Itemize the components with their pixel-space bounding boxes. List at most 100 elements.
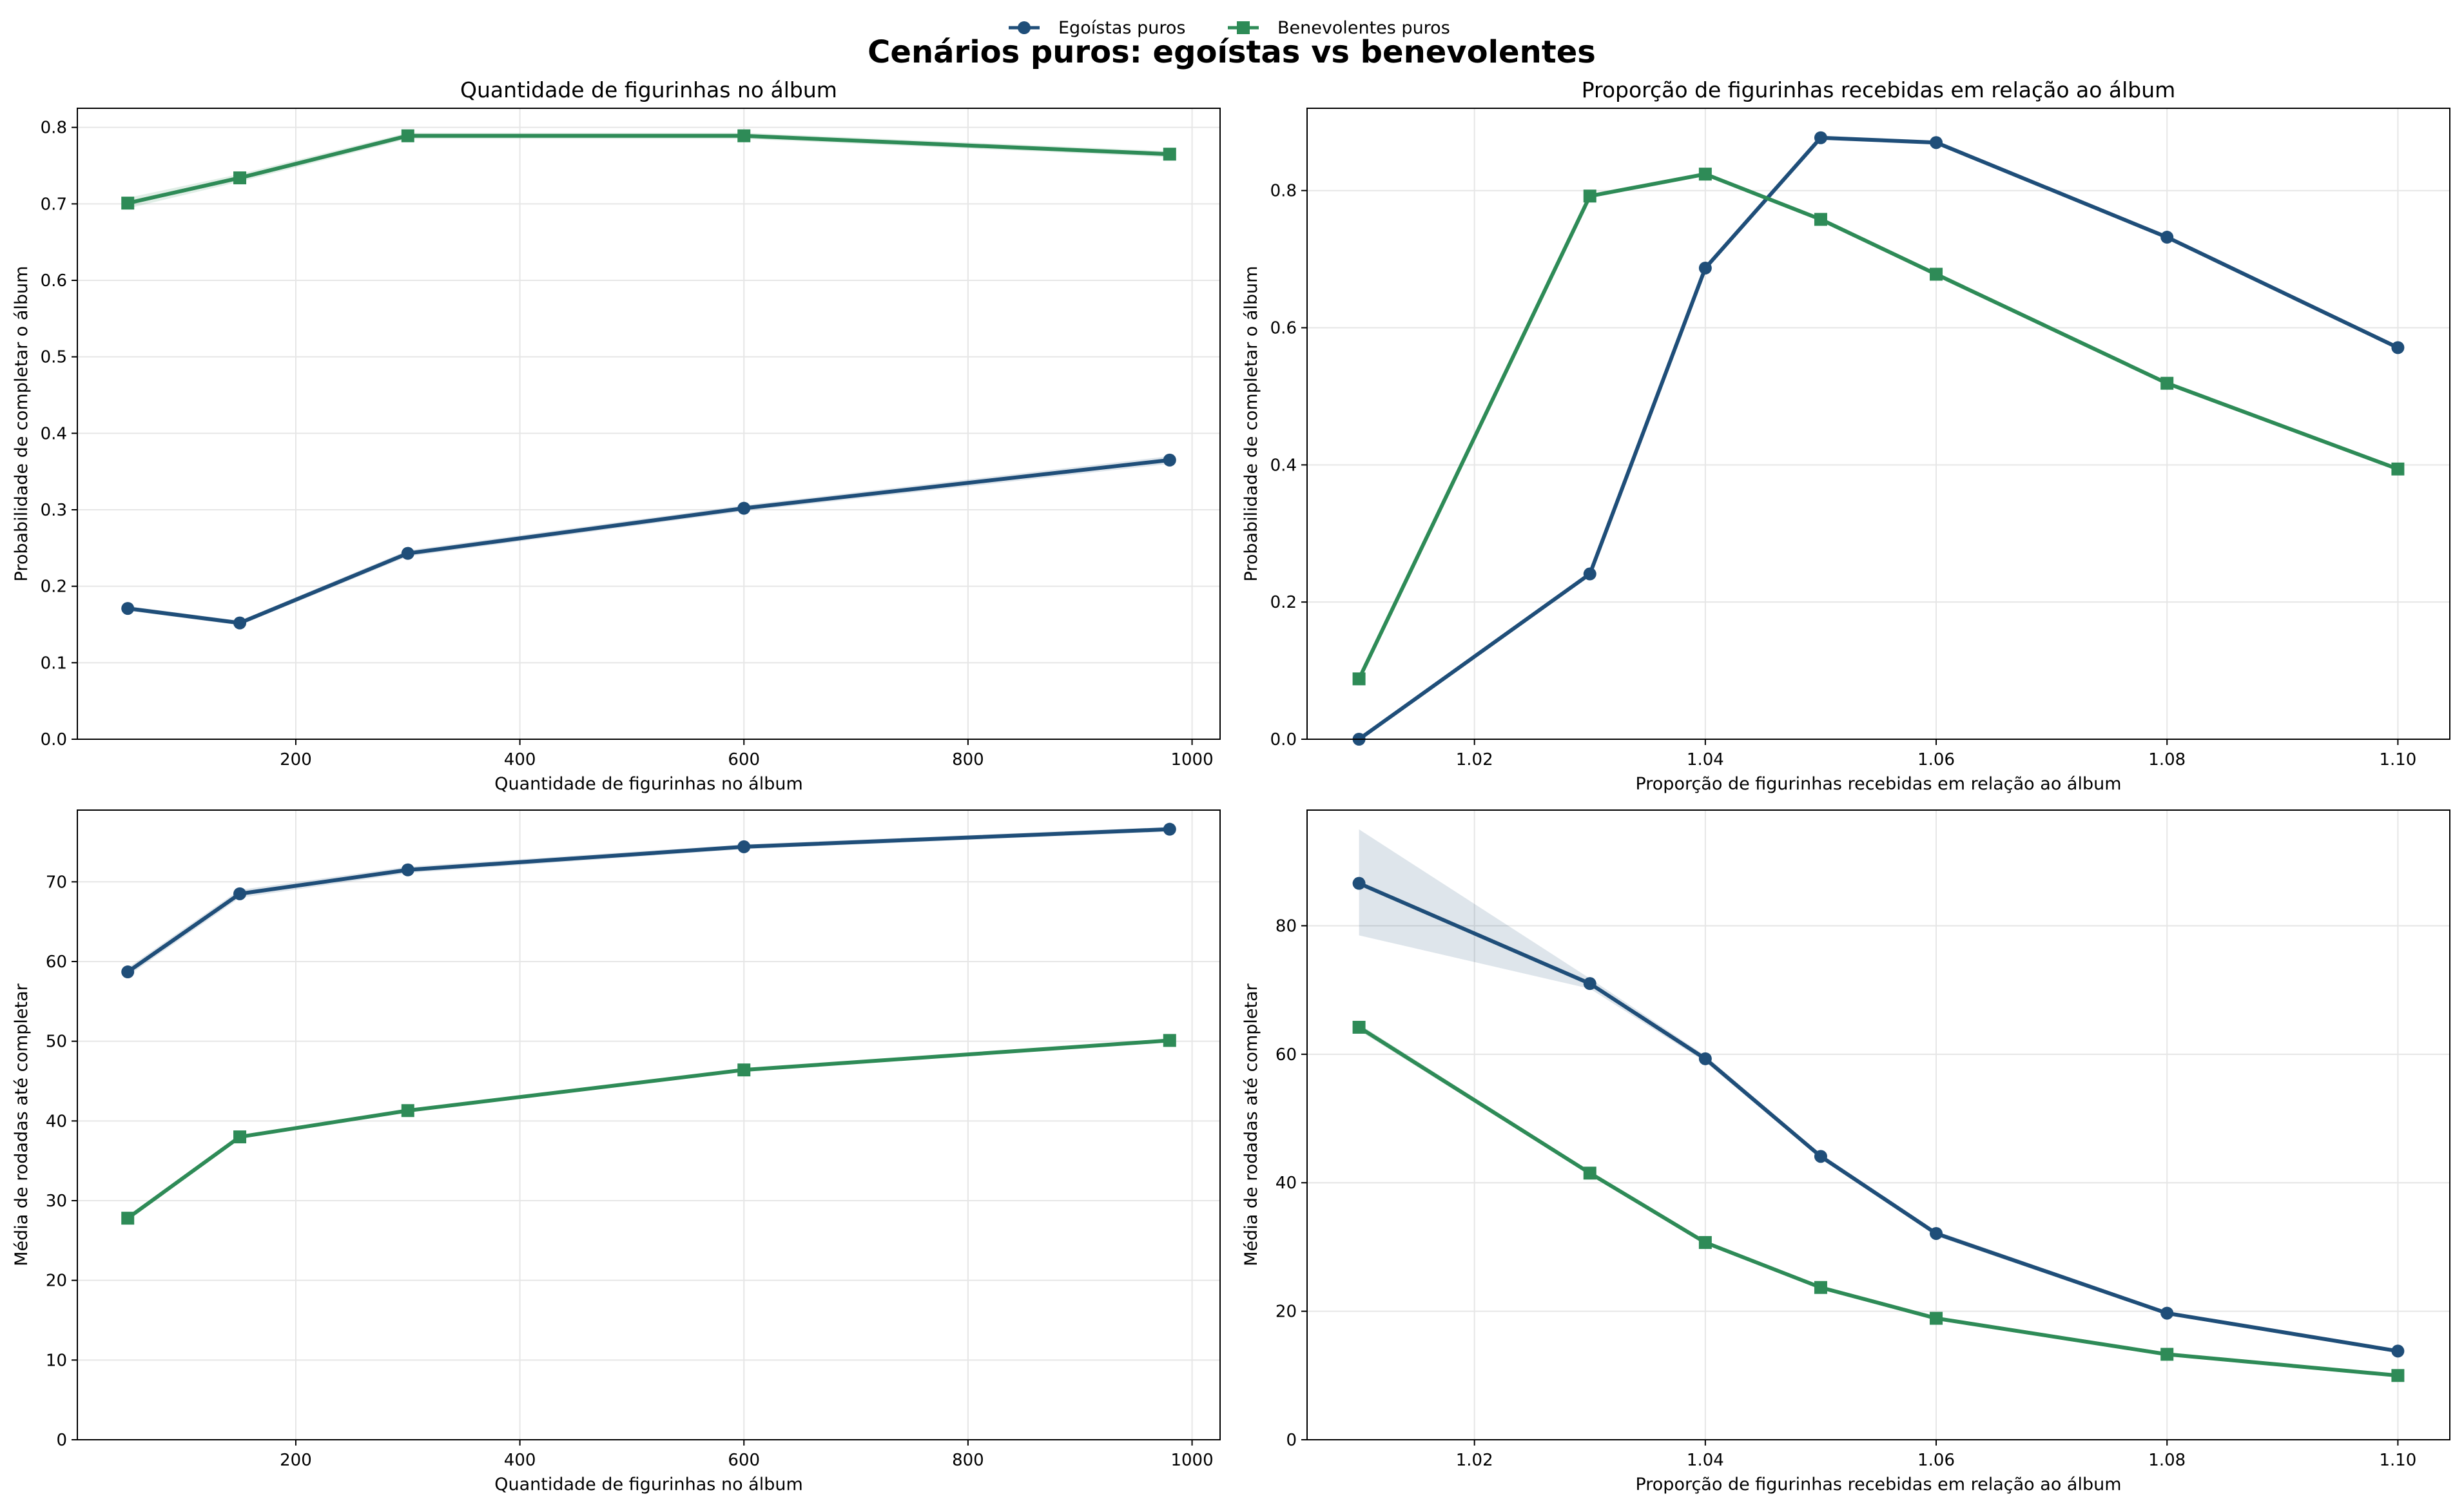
figure-suptitle: Cenários puros: egoístas vs benevolentes xyxy=(868,34,1596,70)
y-tick-label: 50 xyxy=(46,1032,67,1052)
data-point-benevolentes xyxy=(1163,1034,1176,1047)
y-tick-label: 0.2 xyxy=(41,577,67,597)
data-point-egoistas xyxy=(121,602,135,615)
x-tick-label: 1.08 xyxy=(2148,750,2186,770)
data-point-benevolentes xyxy=(737,1063,751,1077)
panel-prob-vs-proporcao: 1.02 1.04 1.06 1.08 1.10 0.0 0.2 0.4 0.6 0.8 Propo… xyxy=(1241,77,2450,794)
y-axis-label: Média de rodadas até completar xyxy=(12,983,32,1266)
y-axis-label: Probabilidade de completar o álbum xyxy=(12,266,32,582)
panel-prob-vs-quantidade: 200 400 600 800 1000 0.0 0.1 0.2 0.3 0.4 0.5 0.6 0.7… xyxy=(12,77,1221,794)
data-point-benevolentes xyxy=(121,1212,135,1225)
axes-frame xyxy=(77,108,1221,740)
data-point-benevolentes xyxy=(1163,148,1176,161)
data-point-egoistas xyxy=(2391,341,2405,354)
legend-benevolentes-marker xyxy=(1237,21,1250,34)
data-point-egoistas xyxy=(1698,261,1712,275)
data-point-benevolentes xyxy=(233,1130,247,1144)
y-tick-label: 0.6 xyxy=(41,271,67,291)
legend-benevolentes-label: Benevolentes puros xyxy=(1277,18,1450,38)
x-tick-label: 600 xyxy=(728,750,760,770)
x-axis-label: Proporção de figurinhas recebidas em rel… xyxy=(1635,774,2121,794)
y-tick-label: 0 xyxy=(56,1431,67,1450)
data-point-benevolentes xyxy=(401,129,414,142)
data-point-benevolentes xyxy=(1930,1312,1943,1325)
data-point-benevolentes xyxy=(233,171,247,184)
x-tick-label: 1.06 xyxy=(1917,750,1955,770)
data-point-benevolentes xyxy=(1583,1166,1596,1180)
data-point-benevolentes xyxy=(1814,213,1827,226)
data-point-benevolentes xyxy=(2160,1348,2174,1361)
x-axis-label: Quantidade de figurinhas no álbum xyxy=(494,774,803,794)
data-point-egoistas xyxy=(233,616,247,630)
data-point-benevolentes xyxy=(1352,672,1366,686)
y-tick-label: 0.5 xyxy=(41,348,67,367)
x-tick-label: 600 xyxy=(728,1451,760,1470)
data-point-egoistas xyxy=(737,501,751,515)
y-tick-label: 10 xyxy=(46,1351,67,1370)
data-point-egoistas xyxy=(2160,231,2174,244)
x-axis-label: Proporção de figurinhas recebidas em rel… xyxy=(1635,1475,2121,1495)
x-tick-label: 200 xyxy=(280,1451,312,1470)
data-point-benevolentes xyxy=(2391,462,2405,476)
data-point-benevolentes xyxy=(737,129,751,142)
data-point-benevolentes xyxy=(2391,1369,2405,1382)
panel-title: Proporção de figurinhas recebidas em rel… xyxy=(1582,77,2176,102)
axes-frame xyxy=(1306,809,2450,1440)
legend: Egoístas puros Benevolentes puros xyxy=(1009,18,1450,38)
y-tick-label: 0.2 xyxy=(1270,593,1297,612)
x-axis-label: Quantidade de figurinhas no álbum xyxy=(494,1475,803,1495)
data-point-benevolentes xyxy=(1930,267,1943,281)
data-point-egoistas xyxy=(233,887,247,900)
y-axis-label: Probabilidade de completar o álbum xyxy=(1241,266,1261,582)
data-point-benevolentes xyxy=(1583,189,1596,203)
data-point-benevolentes xyxy=(1814,1281,1827,1294)
x-tick-label: 800 xyxy=(952,750,984,770)
y-tick-label: 0 xyxy=(1286,1431,1297,1450)
y-tick-label: 70 xyxy=(46,873,67,892)
x-tick-label: 1.10 xyxy=(2379,1451,2416,1470)
y-tick-label: 60 xyxy=(46,953,67,972)
data-point-egoistas xyxy=(401,863,414,876)
axes-frame xyxy=(1306,108,2450,740)
x-tick-label: 400 xyxy=(504,750,536,770)
y-tick-label: 0.8 xyxy=(1270,182,1297,201)
data-point-egoistas xyxy=(1163,822,1176,836)
x-tick-label: 1.08 xyxy=(2148,1451,2186,1470)
data-point-egoistas xyxy=(1814,131,1827,144)
x-tick-label: 1.04 xyxy=(1687,750,1724,770)
y-tick-label: 20 xyxy=(46,1272,67,1291)
data-point-egoistas xyxy=(1352,876,1366,890)
y-tick-label: 80 xyxy=(1276,916,1297,936)
data-point-egoistas xyxy=(401,547,414,560)
data-point-egoistas xyxy=(2160,1306,2174,1320)
legend-egoistas-label: Egoístas puros xyxy=(1058,18,1185,38)
data-point-egoistas xyxy=(121,965,135,979)
y-tick-label: 0.4 xyxy=(1270,456,1297,475)
data-point-egoistas xyxy=(1814,1150,1827,1163)
data-point-egoistas xyxy=(1930,1226,1943,1240)
y-tick-label: 0.4 xyxy=(41,424,67,443)
y-tick-label: 0.1 xyxy=(41,653,67,673)
panel-rodadas-vs-quantidade: 200 400 600 800 1000 0 10 20 30 40 50 60 70 Quantidad… xyxy=(12,809,1221,1495)
y-tick-label: 60 xyxy=(1276,1045,1297,1065)
data-point-benevolentes xyxy=(121,197,135,210)
y-tick-label: 40 xyxy=(46,1112,67,1131)
y-tick-label: 0.7 xyxy=(41,195,67,214)
y-tick-label: 30 xyxy=(46,1192,67,1211)
data-point-egoistas xyxy=(1163,453,1176,467)
panel-rodadas-vs-proporcao: 1.02 1.04 1.06 1.08 1.10 0 20 40 60 80 Proporção d… xyxy=(1241,809,2450,1495)
x-tick-label: 1000 xyxy=(1170,1451,1213,1470)
x-tick-label: 800 xyxy=(952,1451,984,1470)
data-point-egoistas xyxy=(1930,136,1943,150)
x-tick-label: 1.02 xyxy=(1456,750,1493,770)
legend-egoistas-marker xyxy=(1018,21,1031,34)
x-tick-label: 1000 xyxy=(1170,750,1213,770)
panel-title: Quantidade de figurinhas no álbum xyxy=(460,77,837,102)
data-point-egoistas xyxy=(737,840,751,853)
data-point-benevolentes xyxy=(2160,376,2174,390)
y-tick-label: 0.0 xyxy=(41,730,67,750)
y-tick-label: 40 xyxy=(1276,1174,1297,1193)
data-point-benevolentes xyxy=(1698,1235,1712,1249)
data-point-egoistas xyxy=(1583,567,1596,581)
